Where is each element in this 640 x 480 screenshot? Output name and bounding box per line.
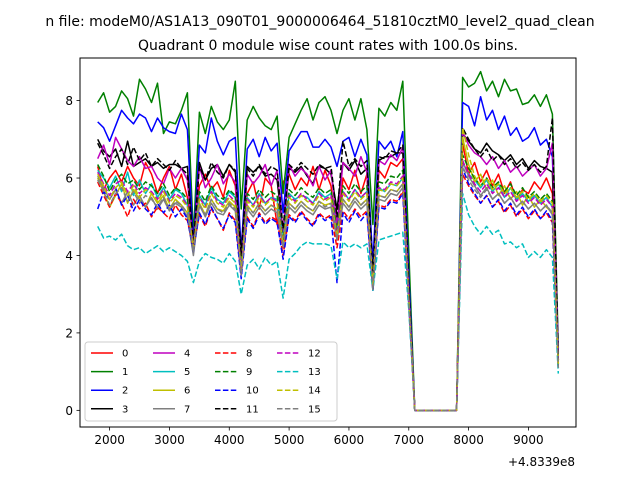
legend-label: 13 bbox=[308, 367, 321, 378]
legend-entry-8: 8 bbox=[215, 349, 252, 360]
y-tick-label: 4 bbox=[65, 249, 73, 263]
legend-label: 0 bbox=[122, 349, 128, 360]
y-axis: 0 2 4 6 8 bbox=[65, 94, 80, 418]
y-tick-label: 8 bbox=[65, 94, 73, 108]
series-line-1 bbox=[97, 70, 560, 412]
x-tick-label: 2000 bbox=[94, 433, 125, 447]
x-tick-label: 6000 bbox=[334, 433, 365, 447]
legend-entry-12: 12 bbox=[277, 349, 321, 360]
series-line-6 bbox=[97, 136, 560, 412]
legend-entry-0: 0 bbox=[91, 349, 128, 360]
legend-label: 8 bbox=[246, 349, 252, 360]
legend-entry-13: 13 bbox=[277, 367, 321, 378]
series-line-15 bbox=[97, 165, 560, 412]
legend-entry-14: 14 bbox=[277, 386, 321, 397]
series-line-3 bbox=[97, 132, 560, 412]
y-tick-6: 6 bbox=[65, 172, 80, 186]
series-line-10 bbox=[96, 167, 560, 412]
legend-entry-9: 9 bbox=[215, 367, 252, 378]
legend-label: 3 bbox=[122, 404, 128, 415]
series-line-4 bbox=[97, 130, 560, 412]
legend-label: 4 bbox=[184, 349, 190, 360]
series-line-14 bbox=[97, 126, 560, 412]
legend-box bbox=[84, 341, 338, 422]
legend-label: 11 bbox=[246, 404, 259, 415]
legend-entry-15: 15 bbox=[277, 404, 321, 415]
legend-entry-11: 11 bbox=[215, 404, 259, 415]
x-tick-label: 4000 bbox=[214, 433, 245, 447]
x-tick-label: 8000 bbox=[453, 433, 484, 447]
x-tick-label: 7000 bbox=[393, 433, 424, 447]
x-tick-label: 5000 bbox=[274, 433, 305, 447]
x-axis: 2000 3000 4000 5000 6000 7000 8000 9000 bbox=[94, 427, 544, 447]
legend-label: 5 bbox=[184, 367, 190, 378]
x-tick-9000: 9000 bbox=[513, 427, 544, 447]
x-tick-3000: 3000 bbox=[154, 427, 185, 447]
y-tick-0: 0 bbox=[65, 404, 80, 418]
x-tick-2000: 2000 bbox=[94, 427, 125, 447]
y-tick-8: 8 bbox=[65, 94, 80, 108]
legend-label: 1 bbox=[122, 367, 128, 378]
x-tick-6000: 6000 bbox=[334, 427, 365, 447]
legend-entry-2: 2 bbox=[91, 386, 128, 397]
figure-suptitle: n file: modeM0/AS1A13_090T01_9000006464_… bbox=[45, 14, 594, 30]
legend-entry-4: 4 bbox=[153, 349, 190, 360]
x-tick-7000: 7000 bbox=[393, 427, 424, 447]
y-tick-label: 6 bbox=[65, 172, 73, 186]
series-line-7 bbox=[97, 159, 560, 412]
x-tick-label: 9000 bbox=[513, 433, 544, 447]
series-line-9 bbox=[97, 154, 560, 412]
series-layer bbox=[96, 70, 560, 412]
plot-frame bbox=[79, 57, 577, 428]
y-tick-label: 2 bbox=[65, 326, 73, 340]
legend-entry-6: 6 bbox=[153, 386, 190, 397]
x-tick-4000: 4000 bbox=[214, 427, 245, 447]
legend-entry-3: 3 bbox=[91, 404, 128, 415]
legend-entry-5: 5 bbox=[153, 367, 190, 378]
x-tick-label: 3000 bbox=[154, 433, 185, 447]
legend-label: 9 bbox=[246, 367, 252, 378]
chart-title: Quadrant 0 module wise count rates with … bbox=[138, 38, 518, 54]
legend-entry-7: 7 bbox=[153, 404, 190, 415]
legend-entry-10: 10 bbox=[215, 386, 259, 397]
x-offset-text: +4.8339e8 bbox=[508, 455, 575, 469]
series-line-5 bbox=[97, 161, 560, 412]
series-line-13 bbox=[97, 192, 560, 412]
series-line-0 bbox=[96, 142, 560, 412]
y-tick-4: 4 bbox=[65, 249, 80, 263]
y-tick-label: 0 bbox=[65, 404, 73, 418]
series-line-12 bbox=[97, 159, 560, 412]
series-line-11 bbox=[97, 117, 560, 412]
legend-label: 14 bbox=[308, 386, 321, 397]
legend-label: 12 bbox=[308, 349, 321, 360]
legend-label: 15 bbox=[308, 404, 321, 415]
x-tick-8000: 8000 bbox=[453, 427, 484, 447]
legend-label: 7 bbox=[184, 404, 190, 415]
legend-entry-1: 1 bbox=[91, 367, 128, 378]
series-line-2 bbox=[97, 95, 560, 412]
x-tick-5000: 5000 bbox=[274, 427, 305, 447]
legend-label: 6 bbox=[184, 386, 190, 397]
legend-label: 10 bbox=[246, 386, 259, 397]
legend-label: 2 bbox=[122, 386, 128, 397]
y-tick-2: 2 bbox=[65, 326, 80, 340]
